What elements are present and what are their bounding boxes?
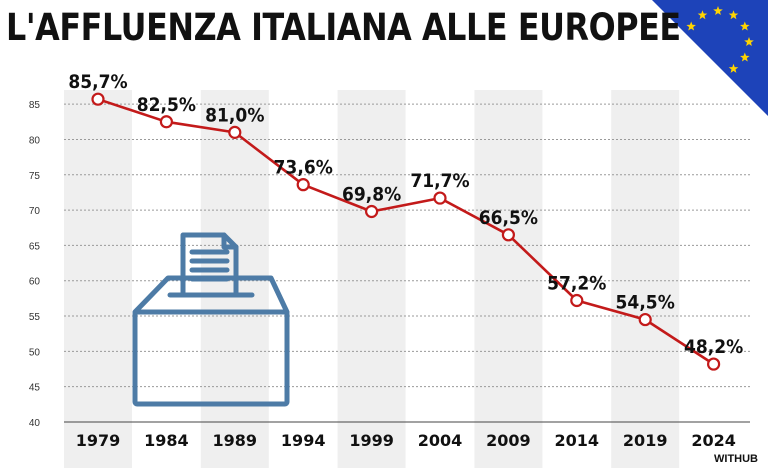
x-tick-label: 1984 — [144, 431, 189, 450]
data-point — [296, 178, 310, 192]
flag-star — [713, 6, 723, 15]
data-label: 48,2% — [684, 336, 743, 358]
y-tick-label: 80 — [29, 135, 41, 146]
y-tick-label: 60 — [29, 277, 41, 288]
x-tick-label: 1999 — [349, 431, 394, 450]
data-label: 73,6% — [274, 157, 333, 179]
y-tick-label: 55 — [29, 312, 41, 323]
flag-star — [728, 10, 739, 20]
data-point — [501, 228, 515, 242]
y-tick-label: 85 — [29, 100, 41, 111]
flag-star — [697, 10, 708, 20]
gridlines — [64, 103, 750, 423]
x-tick-label: 1989 — [213, 431, 258, 450]
data-points — [91, 92, 721, 371]
data-point — [365, 204, 379, 219]
data-label: 85,7% — [68, 71, 127, 93]
data-point — [433, 191, 447, 205]
x-tick-label: 2009 — [486, 431, 531, 450]
credit-label: WITHUB — [714, 453, 758, 465]
y-tick-label: 50 — [29, 347, 41, 358]
flag-star — [740, 21, 750, 31]
x-tick-label: 2014 — [555, 431, 600, 450]
category-band — [611, 90, 680, 468]
data-labels: 85,7% 82,5% 81,0% 73,6% 69,8% 71,7% 66,5% 57,2%… — [68, 71, 743, 358]
category-band — [474, 90, 543, 468]
data-label: 82,5% — [137, 94, 196, 116]
category-band — [64, 90, 132, 468]
data-label: 71,7% — [410, 170, 469, 192]
ballot-box-icon — [132, 232, 290, 407]
data-point — [638, 312, 652, 327]
data-label: 69,8% — [342, 184, 401, 206]
y-tick-label: 45 — [29, 383, 41, 394]
y-tick-label: 40 — [29, 418, 41, 429]
category-band — [337, 90, 406, 468]
x-tick-label: 1979 — [76, 431, 121, 450]
y-tick-label: 65 — [29, 241, 41, 252]
y-tick-label: 70 — [29, 206, 41, 217]
x-axis: 1979 1984 1989 1994 1999 2004 2009 2014 2019 2024 — [76, 431, 736, 450]
data-point — [706, 357, 721, 371]
x-tick-label: 2024 — [691, 431, 736, 450]
y-axis: 40 45 50 55 60 65 70 75 80 85 — [29, 100, 41, 429]
eu-flag-icon — [652, 0, 768, 116]
data-point — [159, 115, 173, 129]
flag-star — [740, 52, 750, 62]
data-label: 54,5% — [616, 292, 675, 314]
y-tick-label: 75 — [29, 171, 41, 182]
chart-title: L'AFFLUENZA ITALIANA ALLE EUROPEE — [6, 6, 681, 49]
x-tick-label: 2019 — [623, 431, 668, 450]
data-point — [228, 125, 242, 139]
data-label: 81,0% — [205, 105, 264, 127]
data-point — [570, 293, 584, 308]
x-tick-label: 2004 — [418, 431, 463, 450]
x-tick-label: 1994 — [281, 431, 326, 450]
flag-star — [728, 63, 739, 73]
data-point — [91, 92, 105, 106]
flag-star — [744, 37, 754, 46]
data-label: 57,2% — [547, 273, 606, 295]
data-label: 66,5% — [479, 207, 538, 229]
turnout-line — [97, 97, 715, 366]
flag-star — [686, 21, 696, 31]
